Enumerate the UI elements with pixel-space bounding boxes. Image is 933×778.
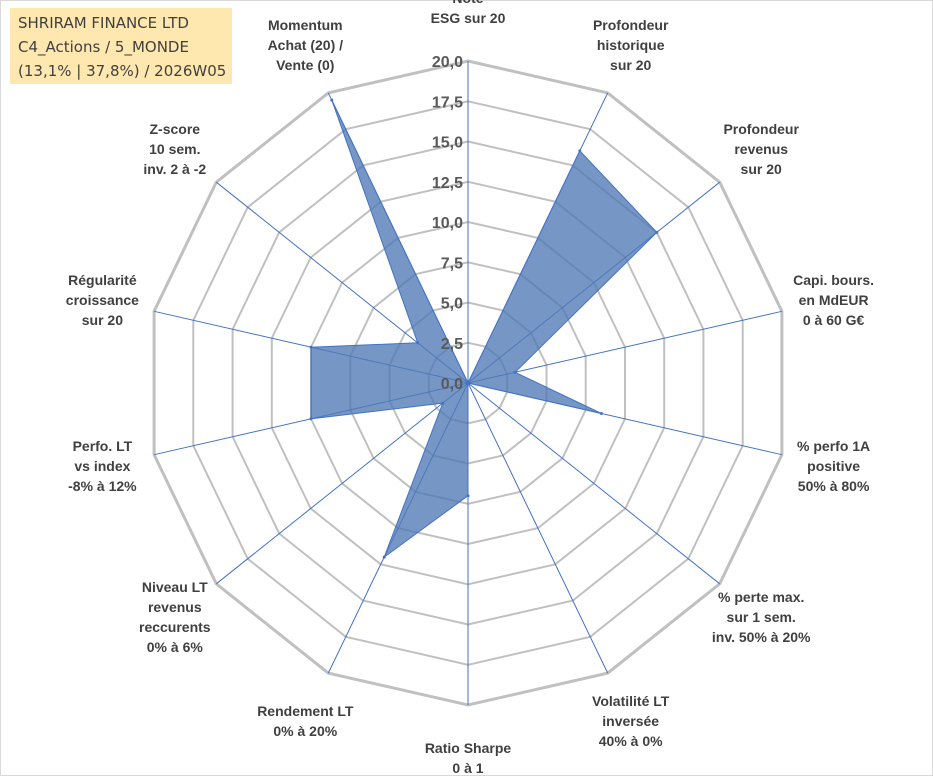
axis-label-line: Rendement LT (257, 702, 354, 719)
axis-label: Rendement LT 0% à 20% (257, 701, 353, 741)
data-point (382, 555, 386, 559)
chart-subtitle-stats: (13,1% | 37,8%) / 2026W05 (18, 62, 227, 80)
axis-label-line: Volatilité LT (592, 692, 670, 709)
axis-label-line: Note (431, 0, 506, 8)
axis-label-line: sur 20 (740, 161, 782, 178)
axis-label-line: positive (807, 458, 861, 475)
axis-label-line: Momentum (267, 17, 343, 34)
axis-label-line: sur 20 (81, 311, 124, 328)
data-point (578, 149, 582, 153)
axis-label-line: -8% à 12% (68, 478, 137, 495)
axis-label: Niveau LT revenus reccurents 0% à 6% (139, 577, 211, 657)
axis-label-line: vs index (74, 458, 131, 475)
tick-label: 15,0 (432, 135, 463, 152)
axis-label-line: 40% à 0% (598, 732, 663, 749)
data-point (330, 98, 334, 102)
data-point (599, 412, 603, 415)
chart-title: SHRIRAM FINANCE LTD (18, 14, 189, 32)
data-point (655, 230, 659, 234)
axis-label-line: reccurents (139, 618, 211, 635)
axis-label-line: Vente (0) (276, 57, 335, 74)
axis-label-line: historique (596, 37, 665, 54)
axis-label: Ratio Sharpe 0 à 1 (425, 738, 511, 778)
data-point (416, 341, 420, 345)
axis-label-line: 50% à 80% (797, 478, 870, 495)
axis-label: Profondeur revenus sur 20 (723, 119, 798, 179)
axis-label-line: inv. 50% à 20% (711, 628, 811, 645)
axis-spoke (215, 382, 469, 585)
data-point (309, 417, 313, 421)
chart-title-box: SHRIRAM FINANCE LTD C4_Actions / 5_MONDE… (10, 8, 232, 84)
axis-label-line: Profondeur (592, 17, 669, 34)
axis-label-line: 0 à 60 G€ (802, 311, 865, 328)
axis-label-line: croissance (65, 291, 139, 308)
axis-label-line: inv. 2 à -2 (143, 161, 207, 178)
axis-label: Momentum Achat (20) / Vente (0) (268, 15, 343, 75)
axis-label-line: en MdEUR (798, 291, 869, 308)
axis-label-line: Perfo. LT (72, 438, 133, 455)
axis-label: % perfo 1A positive 50% à 80% (797, 436, 870, 496)
axis-label: Profondeur historique sur 20 (593, 15, 668, 75)
axis-label-line: 0% à 6% (146, 638, 203, 655)
axis-label-line: sur 1 sem. (726, 608, 796, 625)
axis-label: Volatilité LT inversée 40% à 0% (592, 691, 669, 751)
axis-label-line: Niveau LT (141, 578, 208, 595)
axis-label-line: 0 à 1 (452, 760, 484, 776)
axis-label: Perfo. LT vs index -8% à 12% (68, 436, 136, 496)
axis-label-line: % perte max. (717, 588, 805, 605)
data-point (513, 370, 517, 374)
axis-label-line: ESG sur 20 (430, 10, 506, 26)
axis-spoke (467, 382, 721, 585)
axis-label-line: revenus (147, 598, 202, 615)
axis-label-line: 10 sem. (149, 141, 201, 158)
axis-label: Z-score 10 sem. inv. 2 à -2 (143, 119, 206, 179)
axis-label-line: revenus (734, 141, 789, 158)
axis-label: Note ESG sur 20 (431, 0, 506, 28)
tick-label: 20,0 (432, 54, 463, 71)
data-point (466, 381, 470, 385)
radar-series (309, 98, 659, 559)
axis-label-line: Régularité (68, 271, 137, 288)
axis-label: % perte max. sur 1 sem. inv. 50% à 20% (712, 587, 811, 647)
data-point (309, 345, 313, 349)
axis-spoke (467, 382, 609, 674)
data-point (466, 494, 470, 498)
axis-label-line: Ratio Sharpe (424, 740, 512, 756)
tick-label: 12,5 (432, 175, 463, 192)
tick-label: 7,5 (441, 255, 463, 272)
axis-label-line: 0% à 20% (273, 722, 338, 739)
axis-label: Capi. bours. en MdEUR 0 à 60 G€ (793, 270, 874, 330)
tick-label: 2,5 (441, 336, 463, 353)
tick-label: 0,0 (441, 376, 463, 393)
radar-tick-labels: 0,0 2,5 5,0 7,5 10,0 12,5 15,0 17,5 20,0 (432, 54, 463, 393)
axis-label-line: sur 20 (610, 57, 652, 74)
data-point (441, 401, 445, 405)
tick-label: 10,0 (432, 215, 463, 232)
series-area (310, 99, 658, 559)
axis-label-line: Profondeur (723, 121, 799, 138)
axis-label-line: inversée (602, 712, 660, 729)
axis-label-line: Capi. bours. (793, 271, 875, 288)
tick-label: 17,5 (432, 94, 463, 111)
axis-label-line: % perfo 1A (797, 438, 871, 455)
axis-label-line: Z-score (149, 121, 201, 138)
axis-spoke (467, 310, 783, 384)
axis-label: Régularité croissance sur 20 (66, 270, 139, 330)
axis-label-line: Achat (20) / (267, 37, 344, 54)
chart-subtitle-category: C4_Actions / 5_MONDE (18, 38, 189, 56)
tick-label: 5,0 (441, 296, 463, 313)
